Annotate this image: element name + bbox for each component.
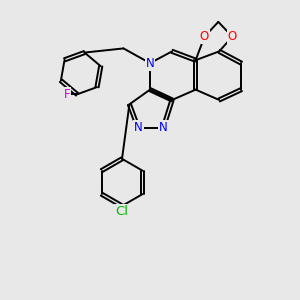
Text: Cl: Cl [116, 205, 128, 218]
Text: N: N [146, 57, 154, 70]
Text: O: O [200, 30, 209, 43]
Text: N: N [134, 122, 142, 134]
Text: F: F [64, 88, 70, 101]
Text: O: O [228, 30, 237, 43]
Text: N: N [159, 122, 168, 134]
